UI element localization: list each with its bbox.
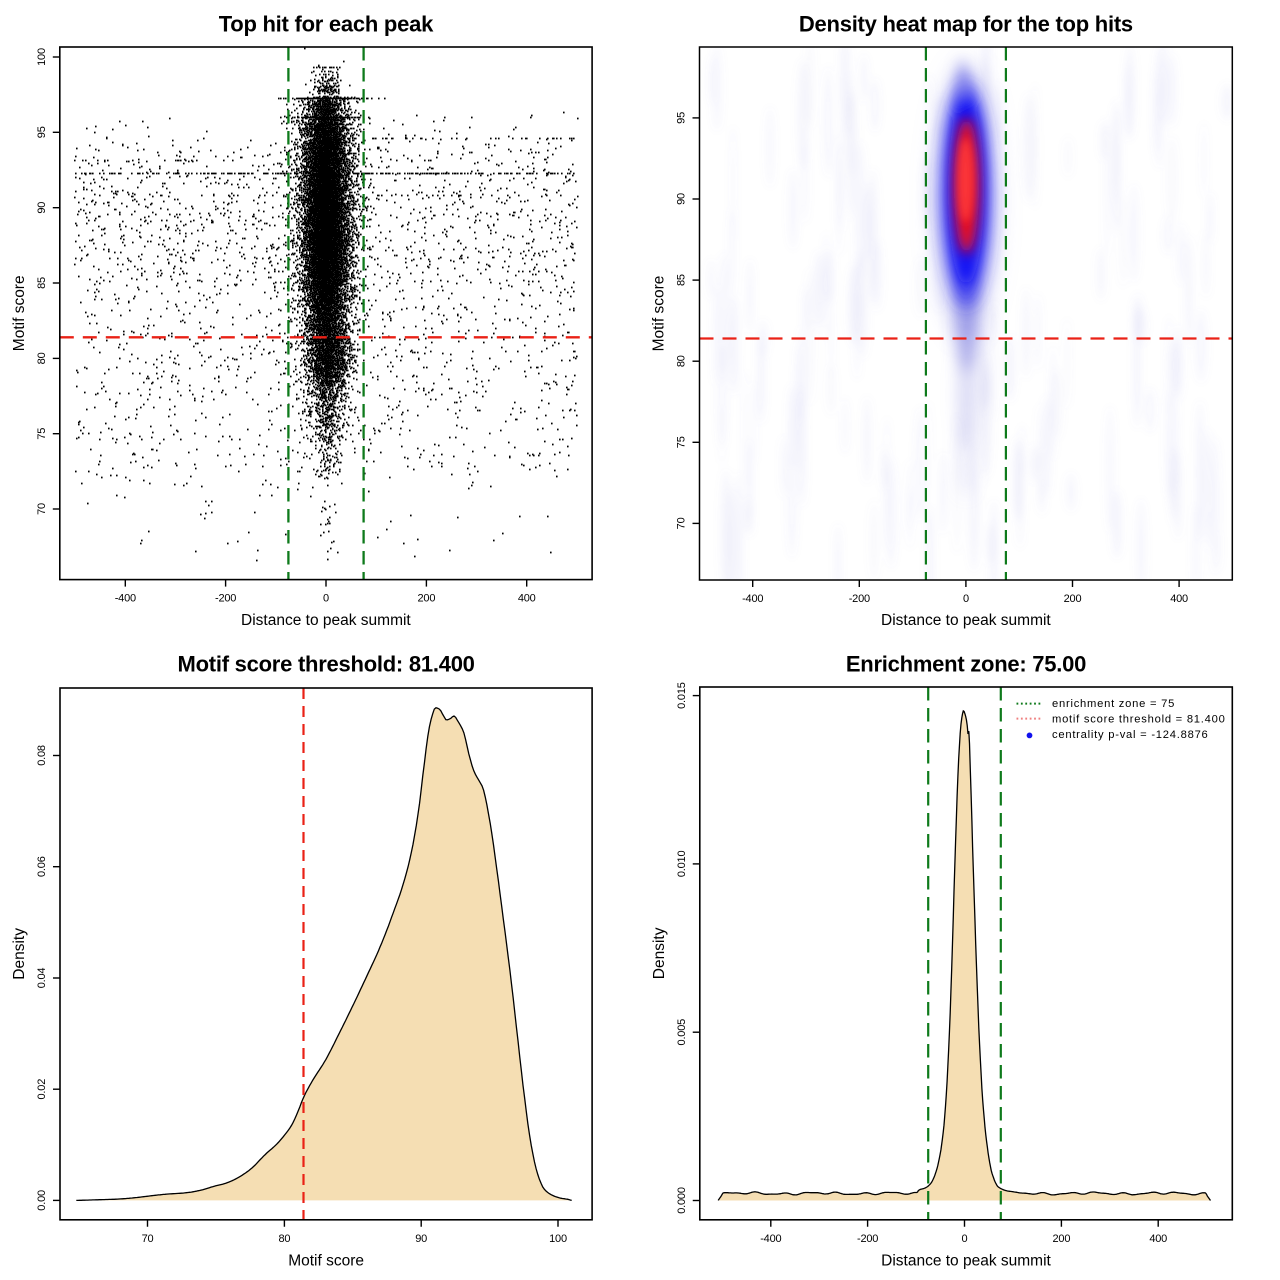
svg-text:-200: -200 <box>215 593 236 605</box>
svg-text:0.04: 0.04 <box>36 968 48 989</box>
svg-text:Motif score: Motif score <box>288 1253 364 1270</box>
svg-text:200: 200 <box>1053 1233 1071 1245</box>
svg-text:Density heat map for the top h: Density heat map for the top hits <box>799 12 1133 37</box>
svg-text:0.00: 0.00 <box>36 1190 48 1211</box>
svg-text:Density: Density <box>651 927 668 979</box>
svg-text:Motif score: Motif score <box>651 276 668 352</box>
svg-text:95: 95 <box>676 112 688 124</box>
svg-text:0.02: 0.02 <box>36 1079 48 1100</box>
svg-text:Distance to peak summit: Distance to peak summit <box>881 1253 1051 1270</box>
svg-text:75: 75 <box>676 436 688 448</box>
svg-text:Top hit for each peak: Top hit for each peak <box>219 12 434 37</box>
svg-text:90: 90 <box>415 1233 427 1245</box>
svg-text:95: 95 <box>36 126 48 138</box>
svg-text:Motif score: Motif score <box>11 275 28 351</box>
svg-text:Motif score threshold: 81.400: Motif score threshold: 81.400 <box>178 652 475 677</box>
svg-text:85: 85 <box>36 277 48 289</box>
svg-text:0.005: 0.005 <box>676 1019 688 1046</box>
svg-text:75: 75 <box>36 428 48 440</box>
svg-text:400: 400 <box>1149 1233 1167 1245</box>
svg-text:0: 0 <box>962 1233 968 1245</box>
svg-text:0: 0 <box>963 593 969 605</box>
svg-text:70: 70 <box>676 517 688 529</box>
svg-text:85: 85 <box>676 274 688 286</box>
svg-text:0.000: 0.000 <box>676 1187 688 1214</box>
svg-text:Distance to peak summit: Distance to peak summit <box>241 612 411 629</box>
svg-text:-200: -200 <box>849 593 870 605</box>
svg-text:80: 80 <box>36 352 48 364</box>
svg-text:motif score threshold = 81.400: motif score threshold = 81.400 <box>1052 714 1226 726</box>
svg-text:70: 70 <box>36 503 48 515</box>
svg-text:80: 80 <box>278 1233 290 1245</box>
svg-text:400: 400 <box>1170 593 1188 605</box>
svg-text:centrality p-val = -124.8876: centrality p-val = -124.8876 <box>1052 729 1209 741</box>
svg-text:Density: Density <box>11 928 28 980</box>
svg-text:-400: -400 <box>760 1233 781 1245</box>
svg-text:200: 200 <box>418 593 436 605</box>
svg-text:0.015: 0.015 <box>676 682 688 709</box>
svg-text:-400: -400 <box>742 593 763 605</box>
svg-text:90: 90 <box>676 193 688 205</box>
svg-text:Enrichment zone: 75.00: Enrichment zone: 75.00 <box>846 652 1086 677</box>
svg-text:0.06: 0.06 <box>36 856 48 877</box>
svg-text:-400: -400 <box>115 593 136 605</box>
svg-text:90: 90 <box>36 202 48 214</box>
svg-text:Distance to peak summit: Distance to peak summit <box>881 612 1051 629</box>
svg-text:0.010: 0.010 <box>676 851 688 878</box>
svg-text:0.08: 0.08 <box>36 745 48 766</box>
svg-text:70: 70 <box>142 1233 154 1245</box>
svg-text:0: 0 <box>323 593 329 605</box>
svg-text:80: 80 <box>676 355 688 367</box>
svg-text:200: 200 <box>1064 593 1082 605</box>
svg-text:100: 100 <box>36 48 48 66</box>
svg-text:100: 100 <box>549 1233 567 1245</box>
svg-text:-200: -200 <box>857 1233 878 1245</box>
svg-text:400: 400 <box>518 593 536 605</box>
svg-text:enrichment zone = 75: enrichment zone = 75 <box>1052 698 1175 710</box>
